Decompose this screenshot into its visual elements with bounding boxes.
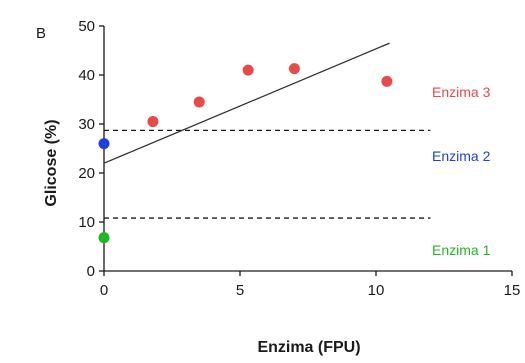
data-point: [242, 64, 254, 76]
y-tick-label: 20: [78, 165, 95, 182]
series-annotation-label: Enzima 3: [432, 84, 491, 100]
y-tick-label: 40: [78, 67, 95, 84]
data-point: [98, 138, 110, 150]
x-tick-label: 5: [236, 282, 244, 299]
data-point: [288, 63, 300, 75]
y-tick-label: 10: [78, 214, 95, 231]
data-point: [147, 116, 159, 128]
fit-line: [103, 42, 390, 164]
x-axis-title: Enzima (FPU): [257, 339, 360, 356]
y-tick-label: 30: [78, 116, 95, 133]
x-tick-label: 10: [368, 282, 385, 299]
y-tick-label: 0: [87, 263, 95, 280]
data-point: [193, 96, 205, 108]
panel-label: B: [36, 25, 46, 42]
series-annotation-label: Enzima 2: [432, 148, 491, 164]
x-tick-label: 15: [504, 282, 521, 299]
data-point: [98, 232, 110, 244]
data-point: [381, 75, 393, 87]
y-tick-label: 50: [78, 18, 95, 35]
plot-area: 0 10 20 30 40 50 0 5 10 15 Enzima 3 Enzima 2 Enzima …: [78, 18, 520, 299]
series-annotation-label: Enzima 1: [432, 242, 491, 258]
y-axis-title: Glicose (%): [43, 119, 60, 206]
x-tick-label: 0: [100, 282, 108, 299]
